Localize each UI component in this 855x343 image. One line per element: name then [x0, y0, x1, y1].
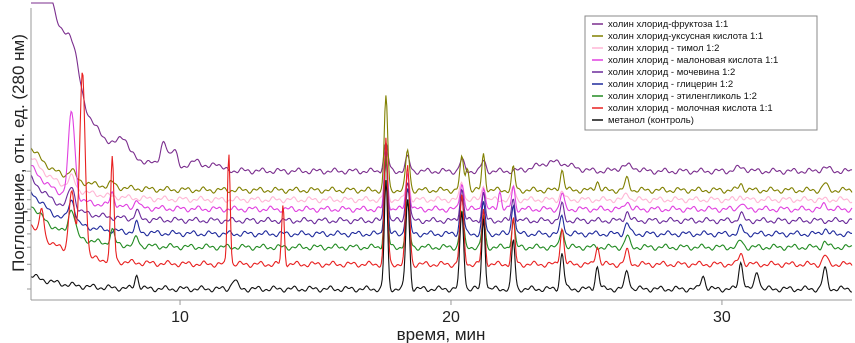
legend-box	[584, 15, 818, 131]
x-ticks: 10 20 30	[171, 300, 731, 326]
y-ticks	[27, 170, 31, 290]
legend-label: холин хлорид-уксусная кислота 1:1	[608, 31, 763, 42]
legend-label: холин хлорид - молочная кислота 1:1	[608, 103, 773, 114]
legend-label: метанол (контроль)	[608, 115, 694, 126]
series-line	[30, 159, 853, 238]
series-line	[30, 72, 853, 269]
x-tick-label: 30	[713, 309, 731, 326]
legend-label: холин хлорид - этиленгликоль 1:2	[608, 91, 757, 102]
series-line	[30, 151, 853, 225]
series-line	[30, 95, 853, 194]
legend-label: холин хлорид-фруктоза 1:1	[608, 19, 728, 30]
legend-label: холин хлорид - мочевина 1:2	[608, 67, 735, 78]
x-tick-label: 10	[171, 309, 189, 326]
x-tick-label: 20	[442, 309, 460, 326]
series-line	[30, 180, 852, 293]
y-axis-label: Поглощение, отн. ед. (280 нм)	[9, 34, 28, 272]
legend-label: холин хлорид - малоновая кислота 1:1	[608, 55, 778, 66]
series-line	[30, 110, 853, 213]
series-line	[30, 155, 853, 251]
legend-label: холин хлорид - глицерин 1:2	[608, 79, 733, 90]
x-axis-label: время, мин	[397, 325, 486, 343]
series-line	[30, 157, 853, 204]
series-line	[31, 2, 853, 175]
legend-label: холин хлорид - тимол 1:2	[608, 43, 719, 54]
plot-area	[30, 2, 853, 293]
